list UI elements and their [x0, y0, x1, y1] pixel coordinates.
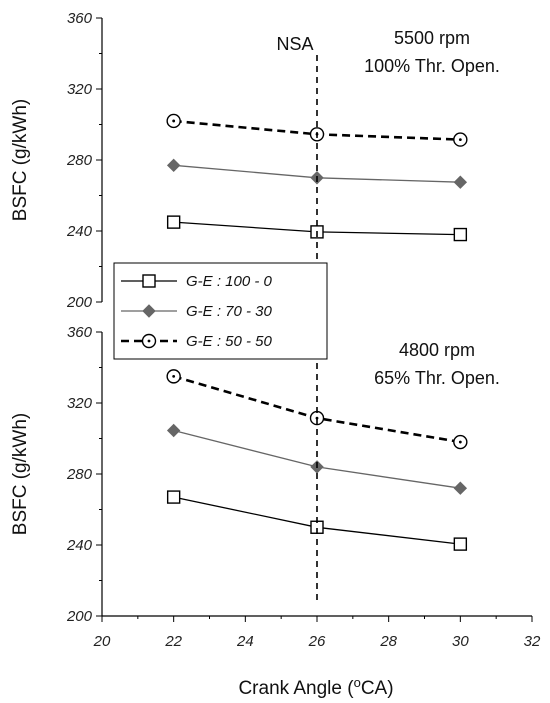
legend-marker [142, 304, 156, 318]
y-axis-label-bottom: BSFC (g/kWh) [10, 413, 31, 535]
data-point [453, 434, 468, 450]
y-tick-label: 280 [66, 466, 93, 483]
y-tick-label: 320 [67, 395, 93, 412]
data-point [166, 423, 181, 438]
x-tick-label: 28 [379, 633, 397, 650]
x-axis-label-superscript: o [354, 675, 361, 690]
data-point-dot [172, 119, 176, 123]
y-tick-label: 360 [67, 10, 93, 27]
series-line [173, 429, 461, 489]
y-tick-label: 200 [66, 608, 93, 625]
top-panel-throttle: 100% Thr. Open. [364, 56, 500, 76]
data-point [166, 158, 181, 173]
data-point [166, 113, 181, 129]
y-tick-label: 200 [66, 294, 93, 311]
data-point [453, 227, 468, 242]
bottom-panel-throttle: 65% Thr. Open. [374, 368, 500, 388]
top-panel-speed: 5500 rpm [394, 28, 470, 48]
data-point [453, 132, 468, 147]
data-point-dot [458, 138, 462, 141]
y-axis-label-top: BSFC (g/kWh) [10, 99, 31, 221]
x-tick-label: 22 [164, 633, 182, 650]
x-axis-label-tail: CA) [361, 678, 394, 699]
data-point [453, 537, 468, 551]
x-tick-label: 20 [93, 633, 111, 650]
y-tick-label: 320 [67, 81, 93, 98]
data-point-dot [458, 440, 462, 444]
data-point [453, 175, 468, 189]
x-tick-label: 26 [308, 633, 326, 650]
x-tick-label: 30 [452, 633, 469, 650]
data-point [166, 369, 181, 384]
legend-label: G-E : 100 - 0 [186, 273, 273, 290]
data-point [166, 490, 181, 504]
legend-label: G-E : 50 - 50 [186, 333, 273, 350]
data-point-dot [172, 374, 176, 378]
x-tick-label: 32 [524, 633, 541, 650]
legend: G-E : 100 - 0 G-E : 70 - 30 G-E : 50 - 50 [113, 262, 328, 360]
y-tick-label: 240 [66, 223, 93, 240]
legend-marker-dot [147, 339, 151, 343]
x-axis-label-main: Crank Angle ( [238, 678, 354, 699]
y-tick-label: 280 [66, 152, 93, 169]
data-point [453, 481, 468, 495]
nsa-label: NSA [276, 34, 313, 54]
legend-marker [141, 333, 157, 349]
y-tick-label: 240 [66, 537, 93, 554]
x-axis-label: Crank Angle (oCA) [238, 675, 393, 699]
y-tick-label: 360 [67, 324, 93, 341]
legend-marker [142, 274, 156, 288]
data-point [166, 215, 181, 229]
x-tick-label: 24 [236, 633, 254, 650]
bottom-panel-speed: 4800 rpm [399, 340, 475, 360]
legend-label: G-E : 70 - 30 [186, 303, 273, 320]
